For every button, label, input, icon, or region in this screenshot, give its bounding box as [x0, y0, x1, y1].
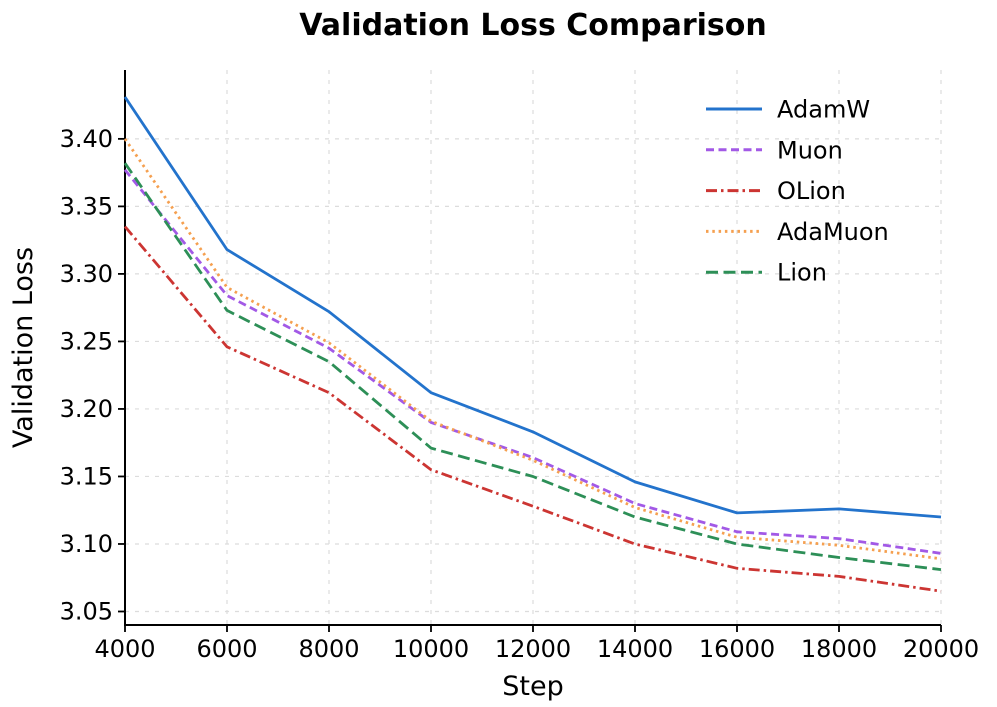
legend-label-olion: OLion: [777, 177, 846, 205]
y-tick-label: 3.30: [60, 260, 113, 288]
legend-label-adamuon: AdaMuon: [777, 218, 889, 246]
x-tick-label: 6000: [196, 635, 257, 663]
x-tick-label: 10000: [393, 635, 469, 663]
y-axis-label: Validation Loss: [8, 247, 39, 448]
y-tick-label: 3.40: [60, 125, 113, 153]
series-line-adamuon: [123, 138, 942, 561]
x-tick-label: 18000: [801, 635, 877, 663]
x-tick-label: 16000: [699, 635, 775, 663]
y-tick-label: 3.20: [60, 395, 113, 423]
series-line-muon: [123, 169, 942, 555]
y-tick-label: 3.35: [60, 192, 113, 220]
y-tick-label: 3.15: [60, 462, 113, 490]
legend-label-adamw: AdamW: [777, 96, 870, 124]
x-axis-label: Step: [502, 671, 563, 702]
series-line-olion: [123, 225, 942, 593]
x-tick-label: 14000: [597, 635, 673, 663]
chart-title: Validation Loss Comparison: [299, 8, 767, 43]
x-tick-label: 4000: [94, 635, 155, 663]
y-tick-label: 3.25: [60, 327, 113, 355]
x-tick-label: 12000: [495, 635, 571, 663]
x-tick-label: 8000: [298, 635, 359, 663]
x-tick-label: 20000: [903, 635, 979, 663]
y-tick-label: 3.10: [60, 530, 113, 558]
series-line-adamw: [123, 96, 942, 519]
series-line-lion: [123, 162, 942, 571]
y-tick-label: 3.05: [60, 597, 113, 625]
legend-label-lion: Lion: [777, 259, 827, 287]
legend-label-muon: Muon: [777, 136, 843, 164]
